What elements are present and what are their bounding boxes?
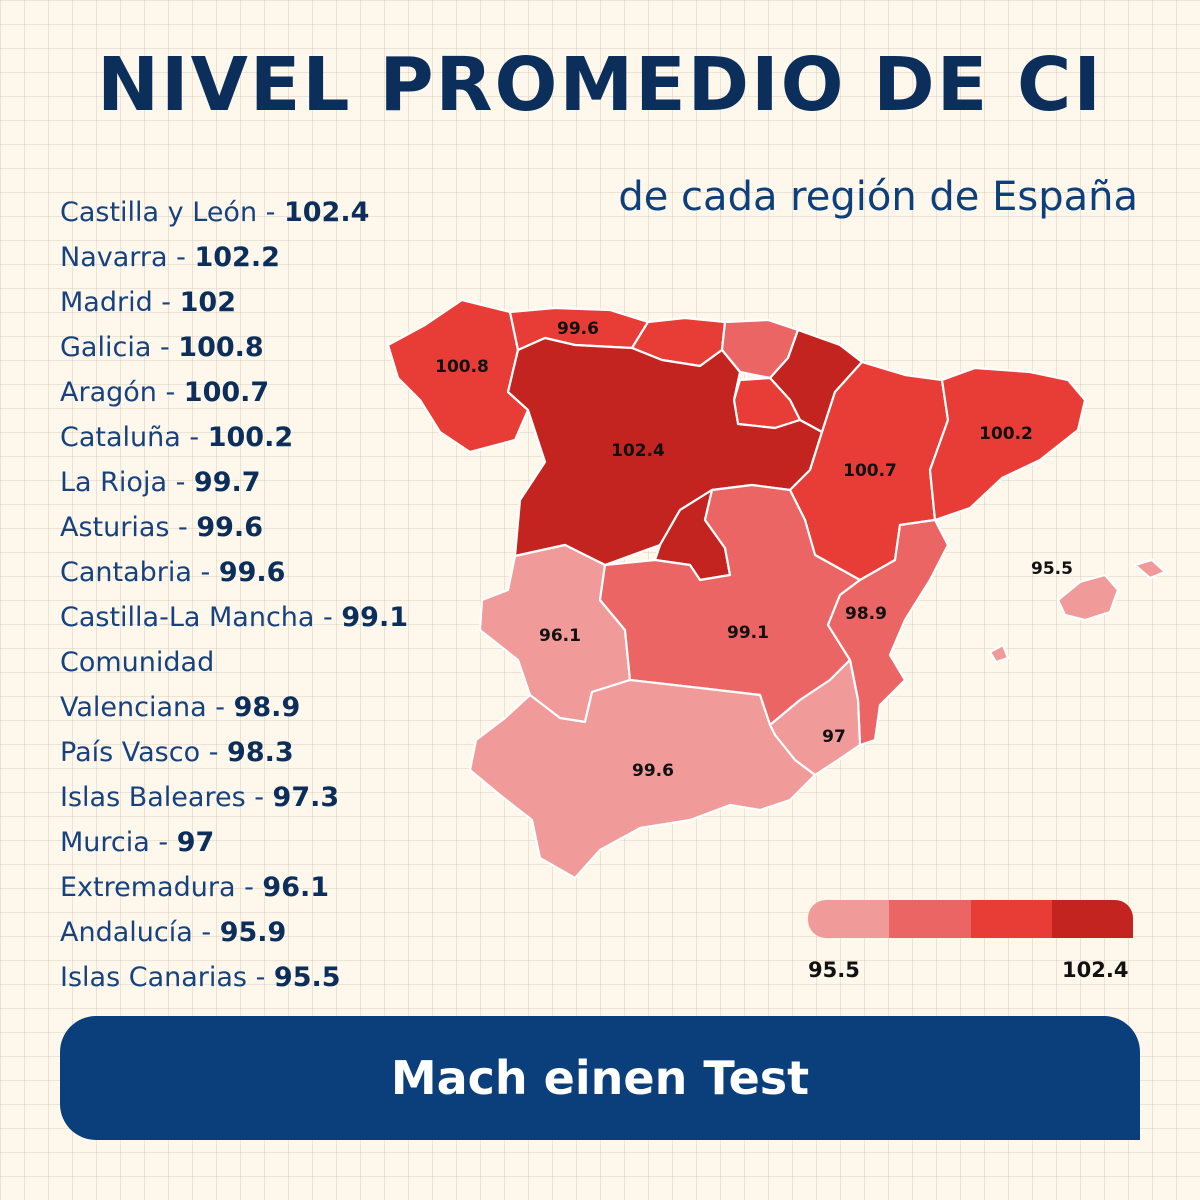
list-item: Extremadura - 96.1 bbox=[60, 865, 480, 910]
map-label-galicia: 100.8 bbox=[435, 357, 489, 377]
list-item: Cantabria - 99.6 bbox=[60, 550, 480, 595]
list-item: Andalucía - 95.9 bbox=[60, 910, 480, 955]
region-name: Madrid - bbox=[60, 287, 180, 318]
region-value: 102 bbox=[179, 287, 237, 318]
color-legend bbox=[808, 900, 1133, 938]
region-andalucia bbox=[468, 678, 817, 880]
spain-map-svg: 100.8 99.6 102.4 100.7 100.2 95.5 96.1 9… bbox=[386, 298, 1167, 880]
region-name: Comunidad bbox=[60, 647, 215, 678]
region-name: País Vasco - bbox=[60, 737, 228, 768]
list-item: Comunidad bbox=[60, 640, 480, 685]
list-item: Islas Canarias - 95.5 bbox=[60, 955, 480, 1000]
page-title: NIVEL PROMEDIO DE CI bbox=[97, 42, 1103, 128]
region-value: 95.9 bbox=[219, 917, 287, 948]
list-item: Aragón - 100.7 bbox=[60, 370, 480, 415]
region-cataluna bbox=[928, 366, 1087, 522]
list-item: Cataluña - 100.2 bbox=[60, 415, 480, 460]
ranking-list: Castilla y León - 102.4 Navarra - 102.2 … bbox=[60, 190, 480, 1000]
region-baleares-ibiza bbox=[988, 643, 1010, 664]
take-test-button[interactable]: Mach einen Test bbox=[60, 1016, 1140, 1140]
map-label-castilla-leon: 102.4 bbox=[611, 441, 665, 461]
region-value: 99.7 bbox=[193, 467, 261, 498]
map-label-valenciana: 98.9 bbox=[845, 604, 887, 624]
region-value: 102.2 bbox=[194, 242, 280, 273]
region-name: Galicia - bbox=[60, 332, 179, 363]
legend-swatch-2 bbox=[889, 900, 971, 938]
region-name: Andalucía - bbox=[60, 917, 220, 948]
region-name: Cataluña - bbox=[60, 422, 208, 453]
list-item: Asturias - 99.6 bbox=[60, 505, 480, 550]
region-baleares-menorca bbox=[1133, 558, 1167, 580]
region-name: Aragón - bbox=[60, 377, 184, 408]
region-name: Murcia - bbox=[60, 827, 177, 858]
region-value: 100.2 bbox=[207, 422, 294, 453]
list-item: Murcia - 97 bbox=[60, 820, 480, 865]
region-name: Castilla y León - bbox=[60, 197, 284, 228]
region-value: 99.6 bbox=[196, 512, 263, 543]
region-value: 98.3 bbox=[227, 737, 294, 768]
region-value: 99.1 bbox=[341, 602, 409, 633]
region-value: 95.5 bbox=[273, 962, 341, 993]
legend-max-label: 102.4 bbox=[1062, 958, 1129, 982]
region-value: 99.6 bbox=[218, 557, 286, 588]
region-name: Extremadura - bbox=[60, 872, 263, 903]
map-label-baleares: 95.5 bbox=[1031, 559, 1073, 579]
legend-swatch-3 bbox=[970, 900, 1052, 938]
page-subtitle: de cada región de España bbox=[618, 174, 1138, 220]
list-item: Madrid - 102 bbox=[60, 280, 480, 325]
region-value: 102.4 bbox=[283, 197, 370, 228]
list-item: Castilla-La Mancha - 99.1 bbox=[60, 595, 480, 640]
map-label-andalucia: 99.6 bbox=[632, 761, 674, 781]
list-item: Valenciana - 98.9 bbox=[60, 685, 480, 730]
region-value: 97 bbox=[176, 827, 215, 858]
region-valenciana bbox=[826, 518, 950, 747]
region-name: Islas Baleares - bbox=[60, 782, 273, 813]
region-value: 96.1 bbox=[262, 872, 330, 903]
region-baleares-mallorca bbox=[1056, 573, 1120, 622]
spain-map: 100.8 99.6 102.4 100.7 100.2 95.5 96.1 9… bbox=[380, 280, 1200, 900]
list-item: Navarra - 102.2 bbox=[60, 235, 480, 280]
list-item: Galicia - 100.8 bbox=[60, 325, 480, 370]
region-name: Islas Canarias - bbox=[60, 962, 274, 993]
map-label-aragon: 100.7 bbox=[843, 461, 897, 481]
legend-swatch-1 bbox=[808, 900, 890, 938]
region-name: Valenciana - bbox=[60, 692, 234, 723]
legend-swatch-4 bbox=[1051, 900, 1133, 938]
list-item: Castilla y León - 102.4 bbox=[60, 190, 480, 235]
map-label-castilla-la-mancha: 99.1 bbox=[727, 623, 769, 643]
region-value: 97.3 bbox=[272, 782, 340, 813]
list-item: Islas Baleares - 97.3 bbox=[60, 775, 480, 820]
region-name: La Rioja - bbox=[60, 467, 194, 498]
list-item: País Vasco - 98.3 bbox=[60, 730, 480, 775]
map-label-cataluna: 100.2 bbox=[979, 424, 1033, 444]
region-name: Asturias - bbox=[60, 512, 197, 543]
map-label-extremadura: 96.1 bbox=[539, 626, 581, 646]
region-value: 98.9 bbox=[233, 692, 301, 723]
region-name: Castilla-La Mancha - bbox=[60, 602, 342, 633]
map-label-murcia: 97 bbox=[822, 727, 846, 747]
region-name: Navarra - bbox=[60, 242, 195, 273]
legend-min-label: 95.5 bbox=[808, 958, 860, 982]
list-item: La Rioja - 99.7 bbox=[60, 460, 480, 505]
region-name: Cantabria - bbox=[60, 557, 219, 588]
map-label-asturias: 99.6 bbox=[557, 319, 599, 339]
region-value: 100.7 bbox=[183, 377, 270, 408]
region-value: 100.8 bbox=[178, 332, 264, 363]
